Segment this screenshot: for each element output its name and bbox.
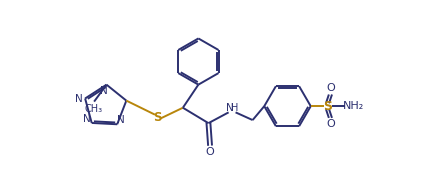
Text: N: N — [83, 114, 91, 124]
Text: O: O — [326, 84, 335, 94]
Text: O: O — [205, 147, 214, 157]
Text: S: S — [153, 111, 161, 124]
Text: H: H — [231, 103, 238, 113]
Text: N: N — [100, 86, 108, 96]
Text: N: N — [117, 115, 125, 125]
Text: N: N — [226, 103, 233, 113]
Text: CH₃: CH₃ — [84, 103, 103, 113]
Text: NH₂: NH₂ — [343, 101, 364, 111]
Text: N: N — [75, 94, 83, 104]
Text: O: O — [326, 119, 335, 129]
Text: S: S — [323, 100, 332, 113]
